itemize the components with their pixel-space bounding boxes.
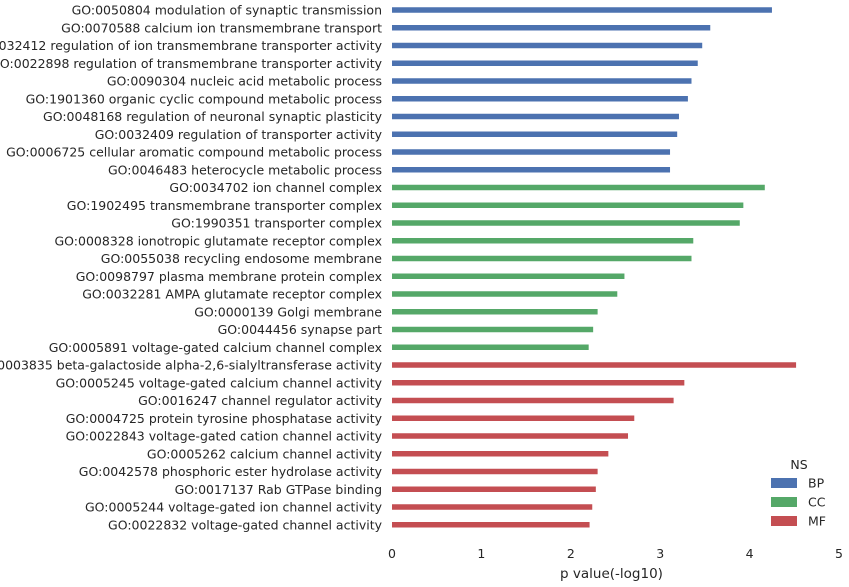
x-tick-label: 3	[656, 546, 664, 561]
bar-cc	[392, 291, 618, 297]
bar-bp	[392, 131, 678, 137]
bar-cc	[392, 273, 625, 279]
category-label: GO:0005245 voltage-gated calcium channel…	[56, 375, 383, 390]
bar-cc	[392, 238, 694, 244]
bar-mf	[392, 362, 797, 368]
bar-mf	[392, 486, 596, 492]
category-label: GO:0003835 beta-galactoside alpha-2,6-si…	[0, 358, 383, 373]
category-label: GO:0032281 AMPA glutamate receptor compl…	[82, 287, 382, 302]
category-label: GO:0048168 regulation of neuronal synapt…	[43, 109, 383, 124]
bar-bp	[392, 42, 703, 49]
x-axis-label: p value(-log10)	[560, 566, 663, 582]
bar-bp	[392, 167, 671, 173]
bar-cc	[392, 344, 589, 350]
category-label: GO:0005244 voltage-gated ion channel act…	[85, 500, 383, 515]
bar-cc	[392, 309, 598, 315]
category-label: GO:0022898 regulation of transmembrane t…	[0, 56, 383, 71]
bar-bp	[392, 60, 698, 66]
category-label: GO:0022843 voltage-gated cation channel …	[66, 429, 383, 444]
category-label: GO:0032412 regulation of ion transmembra…	[0, 38, 383, 53]
category-label: GO:0005262 calcium channel activity	[147, 446, 383, 461]
category-label: GO:0055038 recycling endosome membrane	[101, 251, 383, 266]
category-label: GO:1902495 transmembrane transporter com…	[67, 198, 382, 213]
category-label: GO:0050804 modulation of synaptic transm…	[72, 3, 382, 18]
category-label: GO:0090304 nucleic acid metabolic proces…	[107, 74, 382, 89]
bar-mf	[392, 433, 629, 439]
category-label: GO:0000139 Golgi membrane	[194, 304, 382, 319]
legend-swatch-bp	[771, 478, 797, 488]
category-labels: GO:0050804 modulation of synaptic transm…	[0, 3, 383, 533]
x-axis-ticks: 0 1 2 3 4 5	[388, 546, 843, 561]
x-tick-label: 1	[477, 546, 485, 561]
bar-mf	[392, 415, 635, 421]
bar-bp	[392, 25, 711, 31]
x-tick-label: 2	[567, 546, 575, 561]
bar-cc	[392, 184, 765, 191]
bar-bp	[392, 78, 692, 84]
bar-mf	[392, 451, 609, 457]
legend-label-cc: CC	[808, 495, 826, 510]
bar-cc	[392, 220, 740, 226]
x-tick-label: 0	[388, 546, 396, 561]
category-label: GO:0046483 heterocycle metabolic process	[108, 162, 382, 177]
category-label: GO:0008328 ionotropic glutamate receptor…	[55, 233, 383, 248]
bar-mf	[392, 522, 590, 528]
category-label: GO:0005891 voltage-gated calcium channel…	[49, 340, 382, 355]
bar-cc	[392, 202, 744, 208]
category-label: GO:0034702 ion channel complex	[169, 180, 382, 195]
category-label: GO:1990351 transporter complex	[171, 216, 382, 231]
bar-mf	[392, 380, 685, 386]
category-label: GO:0017137 Rab GTPase binding	[175, 482, 382, 497]
bars-layer	[392, 7, 797, 528]
x-tick-label: 5	[835, 546, 843, 561]
category-label: GO:0004725 protein tyrosine phosphatase …	[66, 411, 383, 426]
category-label: GO:0098797 plasma membrane protein compl…	[76, 269, 382, 284]
bar-mf	[392, 468, 598, 475]
x-tick-label: 4	[746, 546, 754, 561]
category-label: GO:0006725 cellular aromatic compound me…	[6, 145, 382, 160]
category-label: GO:0044456 synapse part	[218, 322, 382, 337]
legend-swatch-mf	[771, 516, 797, 526]
legend-title: NS	[790, 457, 807, 472]
category-label: GO:0070588 calcium ion transmembrane tra…	[61, 20, 382, 35]
bar-mf	[392, 504, 593, 510]
legend-swatch-cc	[771, 497, 797, 507]
bar-mf	[392, 397, 674, 404]
category-label: GO:0032409 regulation of transporter act…	[95, 127, 383, 142]
category-label: GO:0016247 channel regulator activity	[138, 393, 382, 408]
category-label: GO:1901360 organic cyclic compound metab…	[26, 91, 382, 106]
bar-bp	[392, 96, 688, 102]
legend-entries: BP CC MF	[771, 476, 826, 529]
category-label: GO:0022832 voltage-gated channel activit…	[108, 517, 383, 532]
bar-bp	[392, 149, 671, 155]
bar-cc	[392, 255, 692, 262]
legend: NS BP CC MF	[771, 457, 826, 529]
legend-label-mf: MF	[808, 514, 826, 529]
bar-cc	[392, 326, 594, 333]
legend-label-bp: BP	[808, 476, 825, 491]
bar-bp	[392, 113, 679, 120]
bar-bp	[392, 7, 772, 13]
category-label: GO:0042578 phosphoric ester hydrolase ac…	[79, 464, 383, 479]
